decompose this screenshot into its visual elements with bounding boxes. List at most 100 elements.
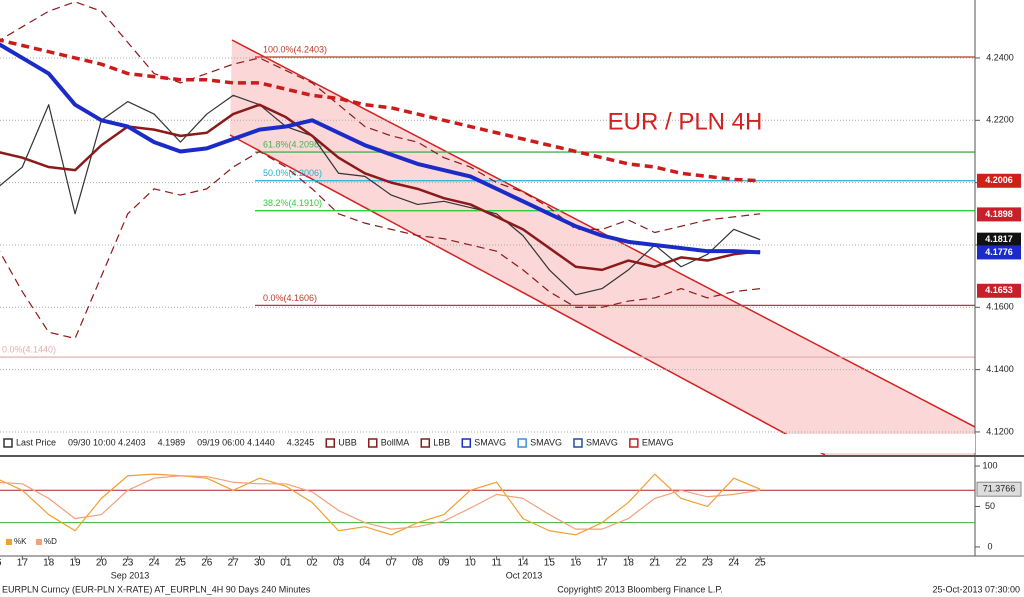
x-tick-label: 17 [17,558,29,569]
legend-swatch [325,438,335,448]
legend-swatch [573,438,583,448]
y-tick-label: 0 [987,541,992,551]
x-tick-label: 11 [491,558,502,569]
price-tag-label: 4.2006 [985,175,1013,185]
x-tick-label: 18 [623,558,635,569]
legend-label: SMAVG [530,437,562,447]
x-tick-label: 03 [333,558,345,569]
x-tick-label: 30 [254,558,266,569]
legend: Last Price 09/30 10:00 4.2403 4.1989 09/19 … [3,437,674,448]
legend-swatch [629,438,639,448]
y-tick-label: 50 [985,501,995,511]
x-tick-label: 18 [43,558,55,569]
legend-swatch [3,438,13,448]
x-tick-label: 26 [201,558,213,569]
price-tag-label: 4.1776 [985,247,1013,257]
x-tick-label: 21 [649,558,661,569]
series-line [0,103,761,272]
x-tick-label: 24 [728,558,740,569]
x-tick-label: 23 [702,558,714,569]
y-tick-label: 4.1200 [986,426,1014,436]
legend-label: UBB [338,437,357,447]
main-panel: 100.0%(4.2403)61.8%(4.2098)50.0%(4.2006)… [0,1,975,455]
channel-bottom [229,134,826,455]
osc-tag [976,481,1022,497]
x-tick-label: 16 [0,558,2,569]
level-label: 61.8%(4.2098) [263,139,322,149]
chart-title: EUR / PLN 4H [608,108,763,135]
level-label: 0.0%(4.1440) [2,345,56,355]
legend-info: 09/19 06:00 4.1440 [197,437,275,447]
footer-copyright: Copyright© 2013 Bloomberg Finance L.P. [557,584,723,594]
series-line [0,473,761,536]
y-tick-label: 4.1600 [986,302,1014,312]
month-label: Oct 2013 [506,570,543,580]
legend-label: Last Price [16,437,56,447]
y-tick-label: 4.2400 [986,52,1014,62]
legend-swatch [420,438,431,448]
legend-swatch [36,539,42,545]
legend-label: SMAVG [474,437,506,447]
channel-fill [230,40,975,455]
x-tick-label: 15 [544,558,556,569]
x-tick-label: 02 [307,558,319,569]
x-tick-label: 08 [412,558,424,569]
series-line [0,475,761,530]
legend-label: EMAVG [642,437,674,447]
x-tick-label: 19 [69,558,81,569]
x-tick-label: 23 [122,558,134,569]
x-tick-label: 17 [596,558,608,569]
price-tag-label: 4.1898 [985,209,1013,219]
footer-left: EURPLN Curncy (EUR-PLN X-RATE) AT_EURPLN… [2,584,311,594]
legend-swatch [368,438,378,448]
x-tick-label: 22 [676,558,688,569]
legend-swatch [461,438,472,448]
series-line [0,1,761,234]
price-tag [977,207,1021,222]
legend-label: %D [44,537,57,546]
legend-info: 4.3245 [287,437,315,447]
legend-label: %K [14,537,27,546]
price-tag [977,245,1021,260]
x-tick-label: 24 [149,558,161,569]
series-line [0,94,761,296]
x-tick-label: 14 [517,558,529,569]
price-tag [977,283,1021,298]
oscillator-panel: 0 50 100 71.3766 %K %D [0,460,1022,551]
price-tag-label: 4.1653 [985,285,1013,295]
legend-swatch [517,438,527,448]
level-label: 0.0%(4.1606) [263,293,317,303]
price-tag [977,173,1021,188]
y-tick-label: 4.2200 [986,115,1014,125]
level-label: 38.2%(4.1910) [263,198,322,208]
legend-info: 4.1989 [158,437,186,447]
footer-date: 25-Oct-2013 07:30:00 [932,584,1020,594]
legend-info: 09/30 10:00 4.2403 [68,437,146,447]
x-tick-label: 16 [570,558,582,569]
x-tick-label: 20 [96,558,108,569]
x-tick-label: 25 [755,558,767,569]
legend-label: BollMA [381,437,410,447]
legend-bar [0,434,975,453]
x-tick-label: 10 [465,558,477,569]
x-tick-label: 27 [228,558,240,569]
x-tick-label: 09 [438,558,450,569]
y-tick-label: 4.1400 [986,364,1014,374]
x-tick-label: 04 [359,558,371,569]
series-line [0,150,761,340]
x-tick-label: 25 [175,558,187,569]
legend-label: LBB [433,437,450,447]
legend-label: SMAVG [586,437,618,447]
x-tick-label: 01 [280,558,292,569]
series-line [0,42,761,255]
osc-tag-label: 71.3766 [983,484,1016,494]
x-tick-label: 07 [386,558,398,569]
level-label: 100.0%(4.2403) [263,44,327,54]
y-tick-label: 100 [982,460,997,470]
price-tag-label: 4.1817 [985,234,1013,244]
series-line [0,38,761,183]
price-tag [977,232,1021,247]
month-label: Sep 2013 [111,570,150,580]
